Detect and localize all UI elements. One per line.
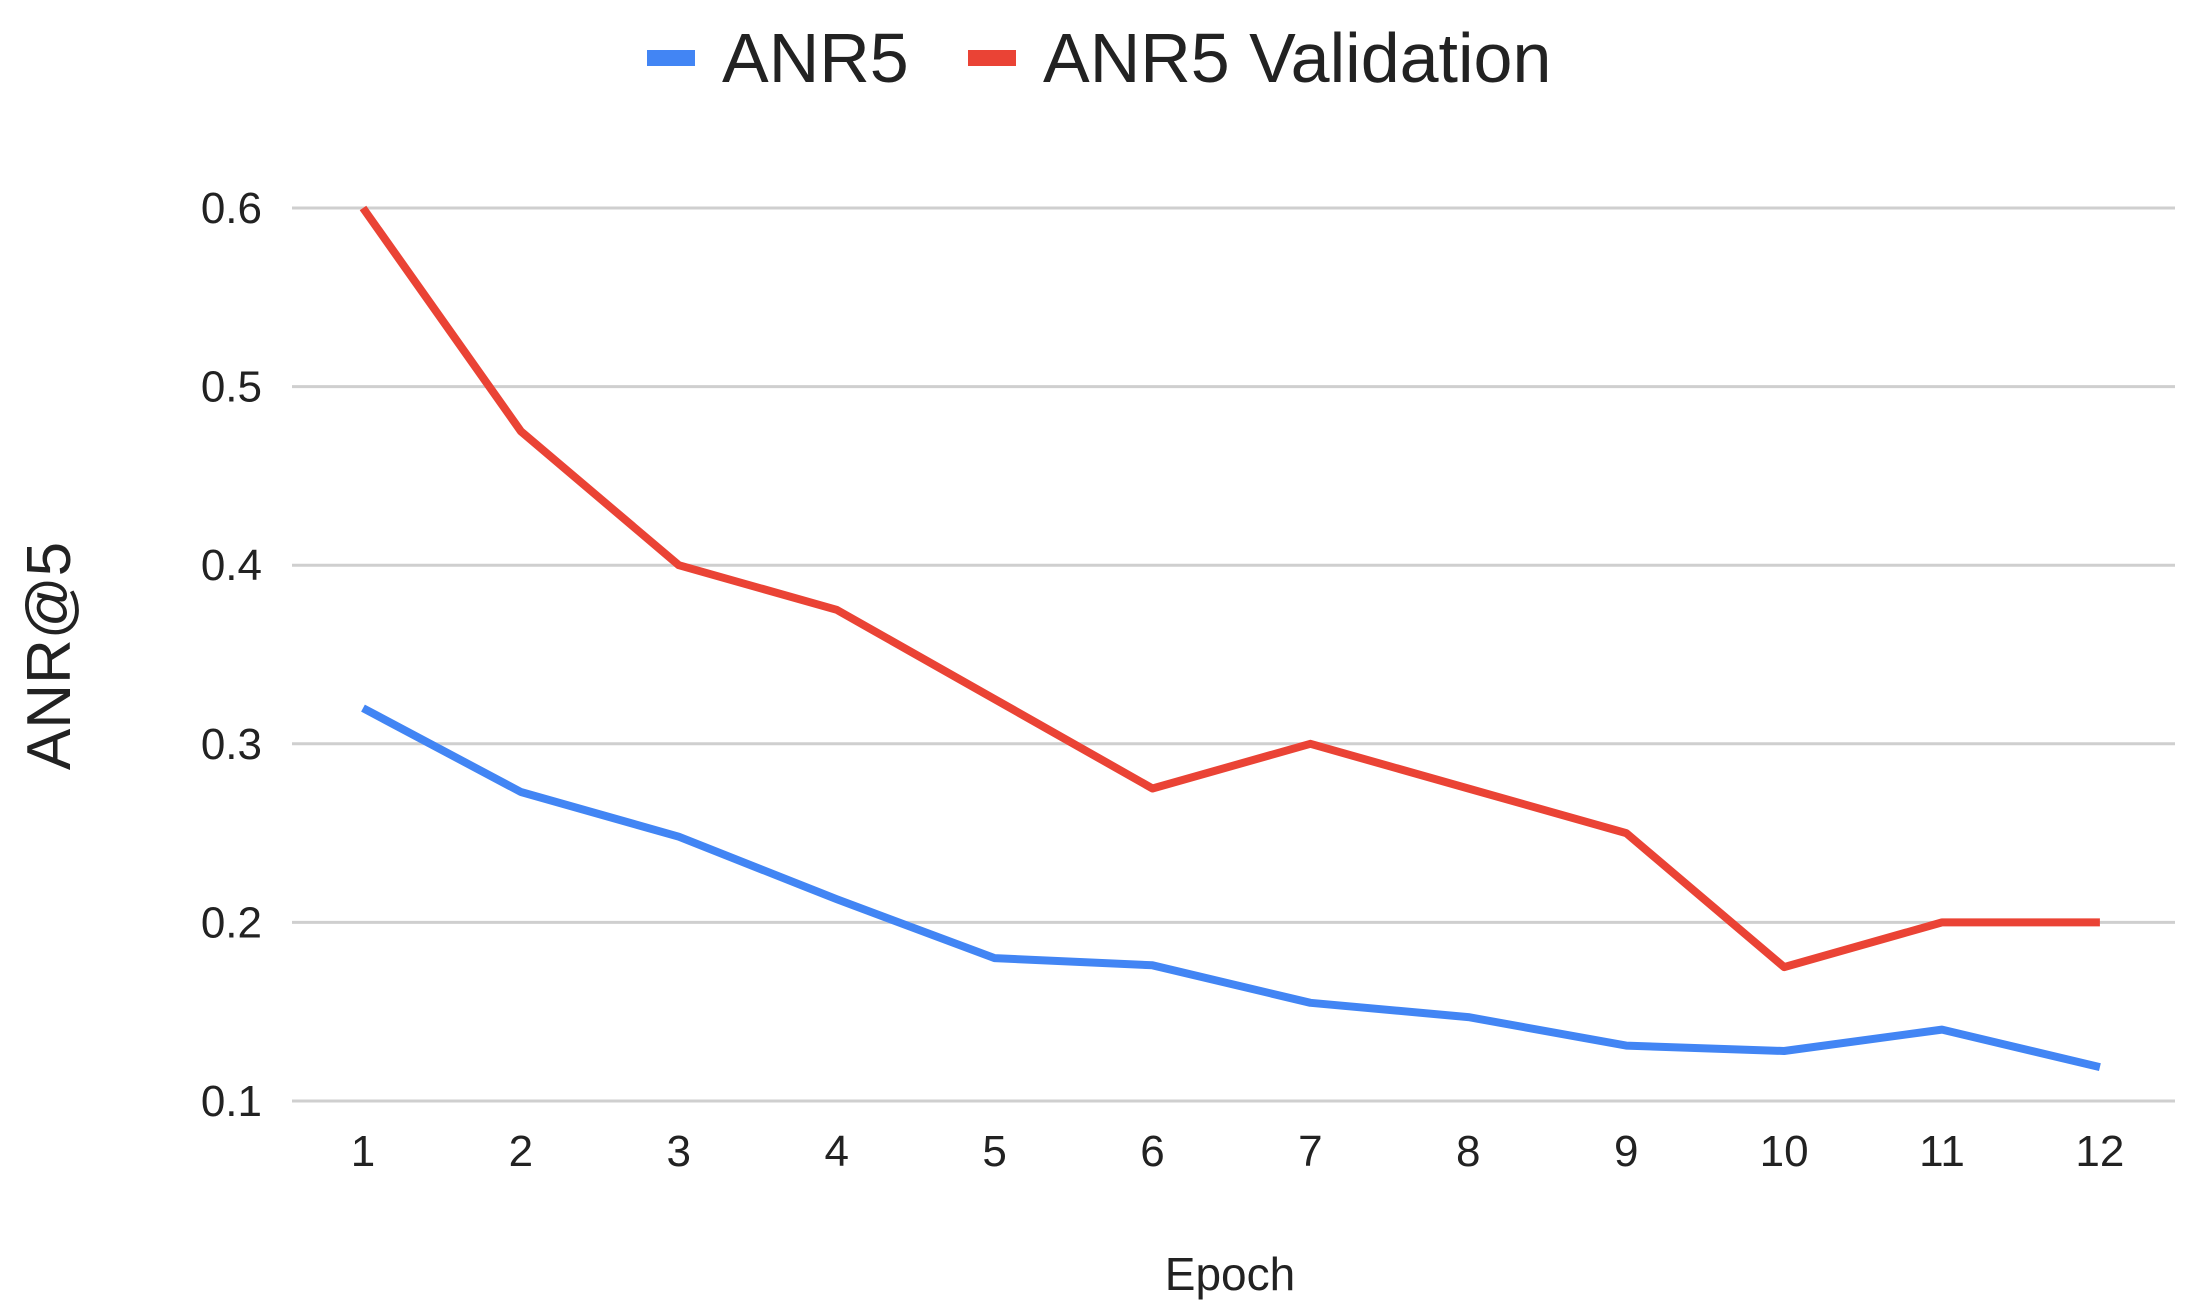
legend-swatch-anr5-validation xyxy=(968,50,1016,66)
x-tick-label: 8 xyxy=(1456,1127,1480,1176)
y-tick-label: 0.1 xyxy=(201,1077,262,1126)
legend-label-anr5-validation: ANR5 Validation xyxy=(1043,19,1551,97)
legend: ANR5 ANR5 Validation xyxy=(647,19,1551,97)
y-axis-ticks: 0.1 0.2 0.3 0.4 0.5 0.6 xyxy=(201,184,262,1126)
x-tick-label: 3 xyxy=(667,1127,691,1176)
x-axis-ticks: 1 2 3 4 5 6 7 8 9 10 11 12 xyxy=(351,1127,2125,1176)
y-tick-label: 0.4 xyxy=(201,541,262,590)
x-tick-label: 5 xyxy=(982,1127,1006,1176)
x-tick-label: 1 xyxy=(351,1127,375,1176)
x-tick-label: 12 xyxy=(2075,1127,2124,1176)
x-tick-label: 10 xyxy=(1760,1127,1809,1176)
x-tick-label: 11 xyxy=(1919,1127,1965,1176)
x-tick-label: 4 xyxy=(824,1127,848,1176)
x-tick-label: 7 xyxy=(1298,1127,1322,1176)
legend-label-anr5: ANR5 xyxy=(722,19,909,97)
series-line-anr5-validation xyxy=(359,205,2100,972)
y-axis-title: ANR@5 xyxy=(15,542,84,770)
legend-swatch-anr5 xyxy=(647,50,695,66)
y-tick-label: 0.2 xyxy=(201,898,262,947)
series-line-anr5 xyxy=(361,704,2101,1071)
y-tick-label: 0.6 xyxy=(201,184,262,233)
x-tick-label: 2 xyxy=(509,1127,533,1176)
x-tick-label: 9 xyxy=(1614,1127,1638,1176)
gridlines xyxy=(292,206,2175,1103)
y-tick-label: 0.3 xyxy=(201,720,262,769)
y-tick-label: 0.5 xyxy=(201,363,262,412)
x-tick-label: 6 xyxy=(1140,1127,1164,1176)
series-lines xyxy=(359,205,2101,1071)
x-axis-title: Epoch xyxy=(1165,1248,1295,1300)
